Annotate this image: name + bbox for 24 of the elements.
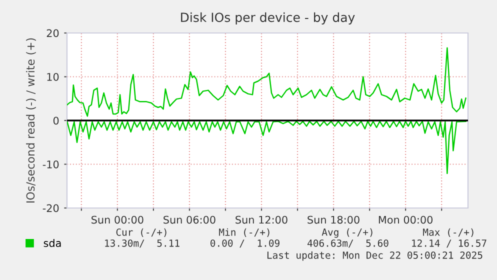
y-tick-label: -10 — [42, 160, 59, 168]
text: Avg (-/+) — [322, 228, 372, 238]
y-tick-label: 10 — [47, 72, 59, 81]
y-tick-label: -20 — [42, 204, 59, 212]
text: 12.14 / 16.57 — [412, 239, 486, 248]
text: 13.30m/ 5.11 — [105, 239, 180, 248]
x-tick-label: Sun 06:00 — [164, 216, 216, 224]
line-series — [67, 47, 466, 117]
line-series — [67, 120, 466, 174]
legend-label: sda — [44, 238, 61, 248]
x-tick-label: Mon 00:00 — [378, 216, 433, 224]
text: Min (-/+) — [219, 228, 270, 237]
x-tick-label: Sun 18:00 — [308, 216, 360, 224]
text: Cur (-/+) — [116, 228, 166, 237]
text: 0.00 / 1.09 — [210, 239, 280, 248]
y-tick-label: 20 — [46, 29, 59, 38]
x-tick-label: Sun 00:00 — [92, 216, 144, 224]
chart-title: Disk IOs per device - by day — [181, 12, 355, 24]
text: 406.63m/ 5.60 — [308, 239, 388, 248]
text: Max (-/+) — [423, 228, 474, 237]
y-axis-title: IOs/second read (-) / write (+) — [26, 38, 36, 203]
y-tick-label: 0 — [53, 116, 59, 125]
x-tick-label: Sun 12:00 — [236, 216, 288, 224]
text: Last update: Mon Dec 22 05:00:21 2025 — [267, 251, 482, 261]
